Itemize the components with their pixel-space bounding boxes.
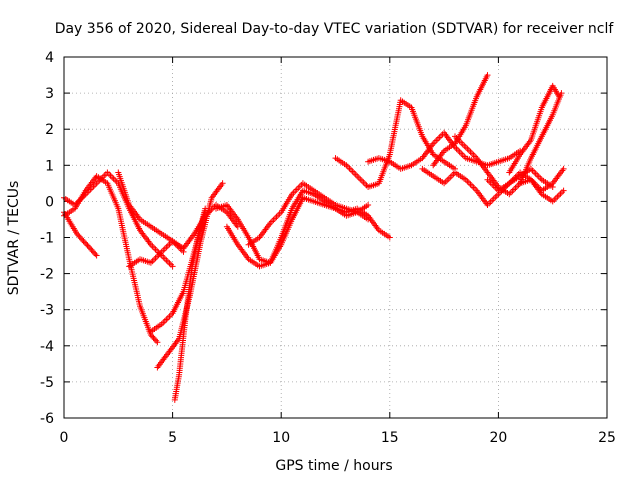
- data-markers: [245, 180, 372, 248]
- x-tick-label: 0: [60, 430, 69, 446]
- x-axis-label: GPS time / hours: [275, 458, 392, 474]
- series-track-18: [517, 90, 565, 187]
- plot-frame: [63, 56, 608, 419]
- data-markers: [126, 202, 241, 270]
- y-tick-label: 2: [45, 122, 54, 138]
- y-tick-label: -4: [40, 339, 54, 355]
- x-tick-label: 10: [272, 430, 290, 446]
- y-tick-label: -2: [40, 267, 54, 283]
- data-markers: [517, 90, 565, 187]
- series-track-19: [484, 169, 567, 205]
- chart-title: Day 356 of 2020, Sidereal Day-to-day VTE…: [55, 21, 615, 37]
- y-tick-label: 4: [45, 50, 54, 66]
- series-track-4: [171, 209, 209, 403]
- y-tick-label: -6: [40, 411, 54, 427]
- x-tick-label: 15: [381, 430, 399, 446]
- data-markers: [452, 133, 567, 198]
- ticks: [63, 56, 608, 419]
- y-tick-label: -3: [40, 303, 54, 319]
- y-tick-label: -1: [40, 231, 54, 247]
- data-markers: [506, 82, 563, 176]
- y-tick-label: 0: [45, 194, 54, 210]
- data-markers: [171, 209, 209, 403]
- data-markers: [213, 187, 372, 266]
- series-track-10: [213, 187, 372, 266]
- x-tick-label: 5: [168, 430, 177, 446]
- x-tick-label: 20: [489, 430, 507, 446]
- x-tick-label: 25: [598, 430, 616, 446]
- data-markers: [61, 209, 100, 259]
- grid: [64, 57, 607, 418]
- y-tick-label: -5: [40, 375, 54, 391]
- series-track-12: [332, 97, 458, 190]
- data-markers: [484, 169, 567, 205]
- data-markers: [332, 97, 458, 190]
- series-track-8: [115, 169, 187, 255]
- series-track-16: [452, 133, 567, 198]
- y-axis-label: SDTVAR / TECUs: [6, 181, 22, 296]
- series-track-5: [126, 202, 241, 270]
- series-track-11: [245, 180, 372, 248]
- data-markers: [115, 169, 187, 255]
- y-tick-label: 1: [45, 158, 54, 174]
- series-track-17: [506, 82, 563, 176]
- series-track-6: [61, 209, 100, 259]
- tick-labels: 0 5 10 15 20 25 -6 -5 -4 -3 -2 -1 0 1 2 3 4: [40, 50, 616, 446]
- y-tick-label: 3: [45, 86, 54, 102]
